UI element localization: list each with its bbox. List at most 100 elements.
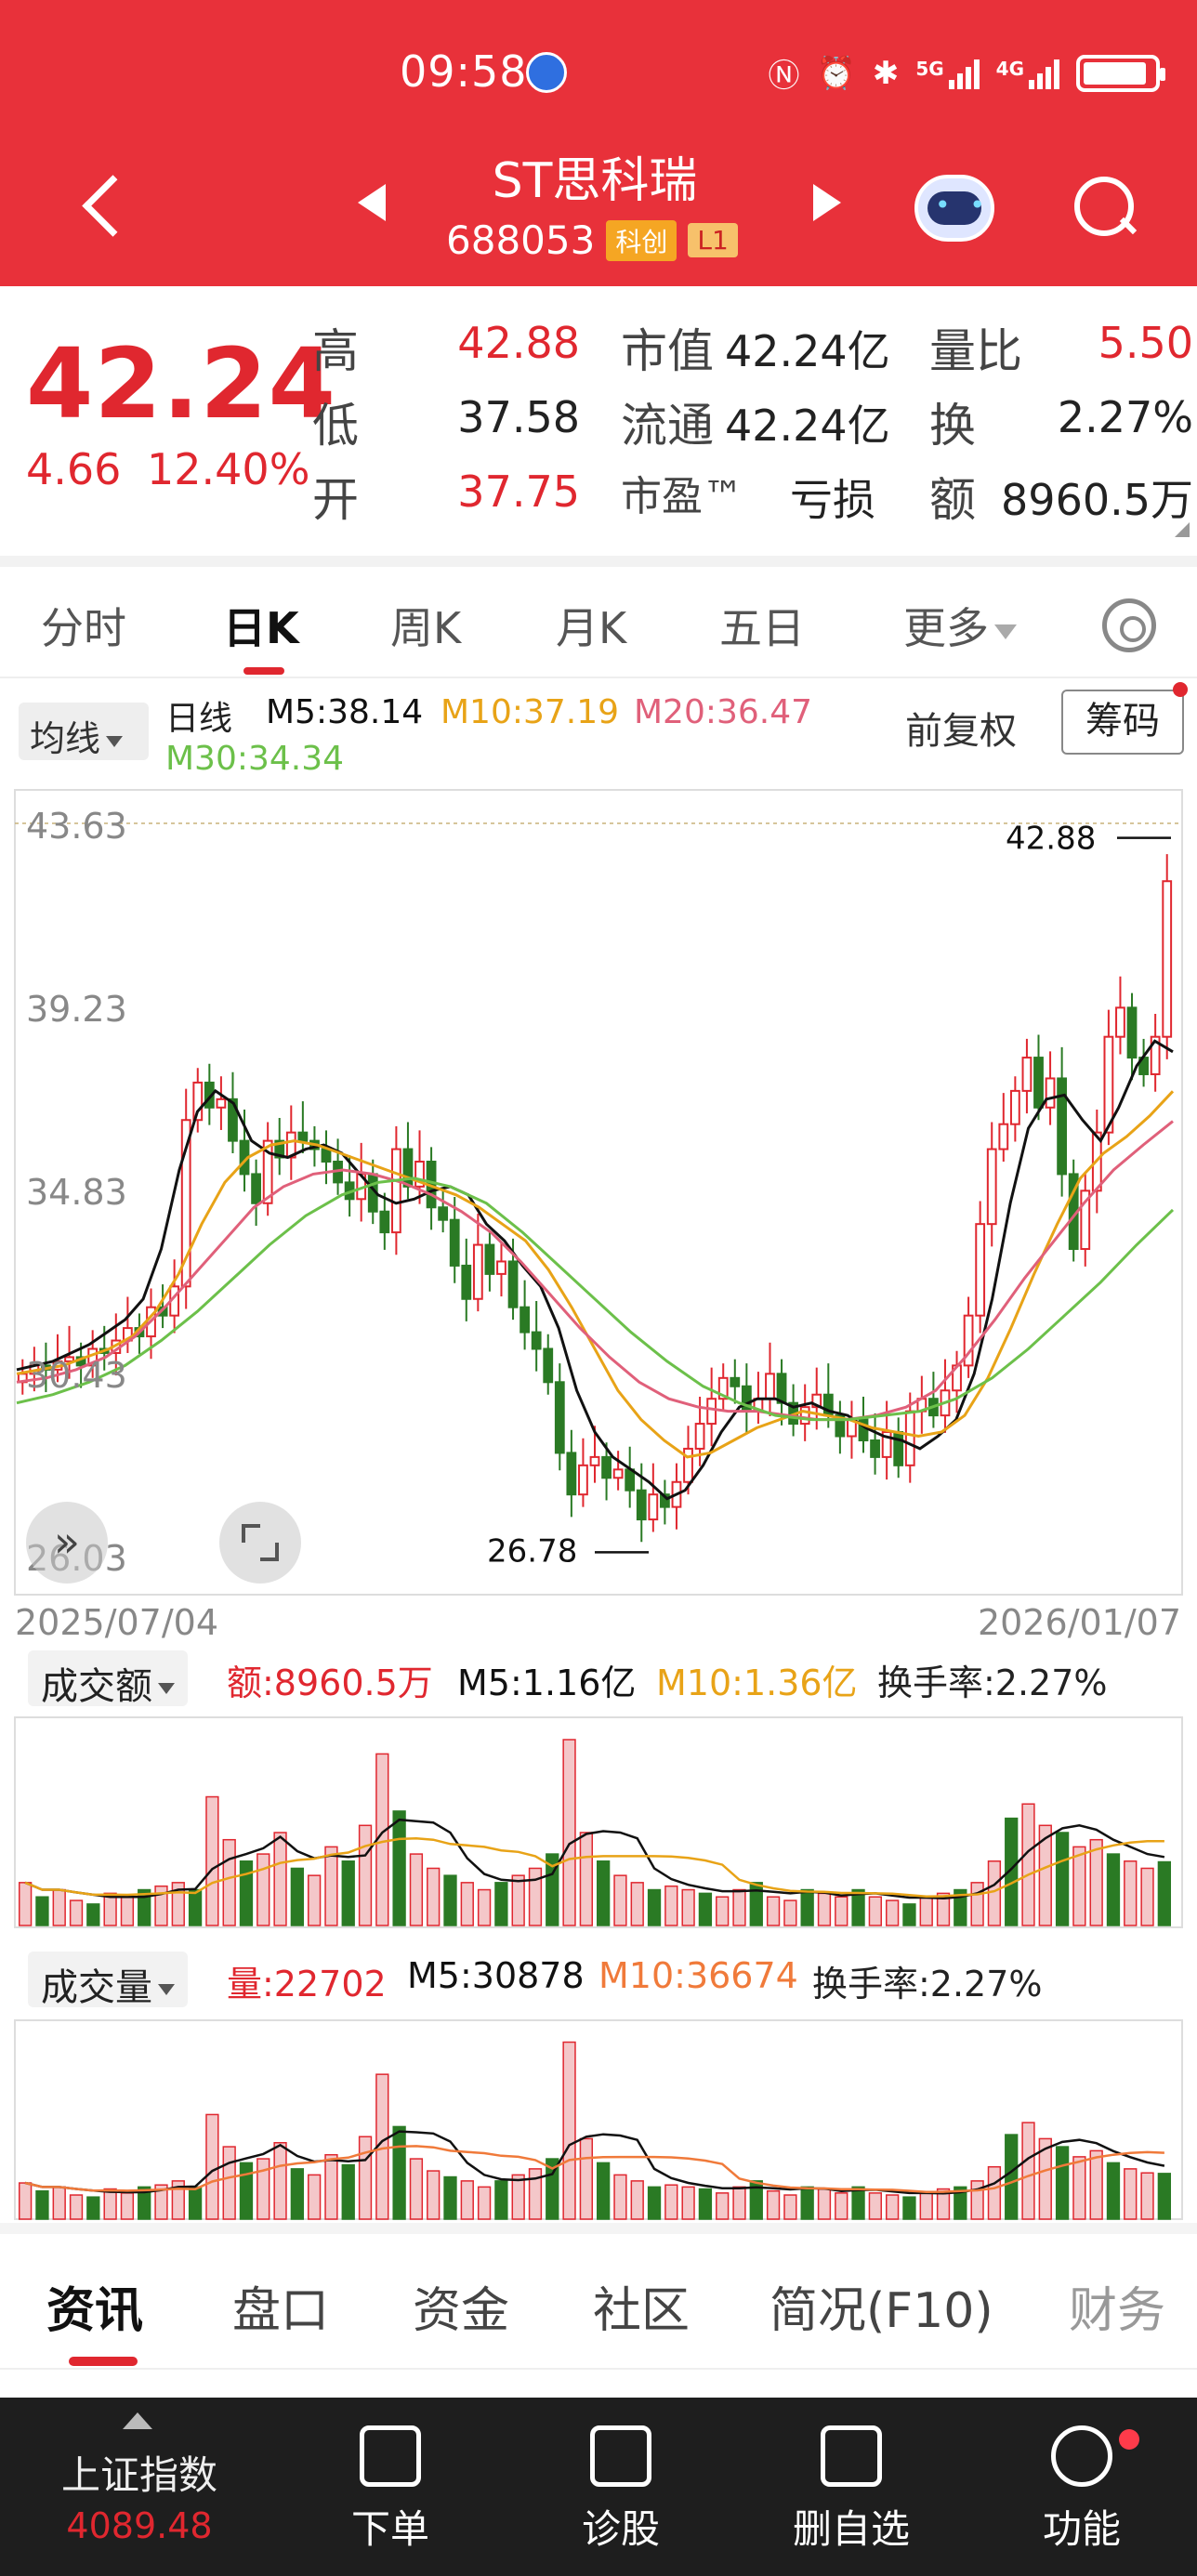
bluetooth-icon: ✱ [872, 54, 900, 92]
candle-body [216, 1097, 227, 1109]
volume-bar [835, 2192, 848, 2220]
candle-body [414, 1161, 425, 1188]
ma-selector-label: 均线 [30, 718, 101, 759]
remove-watchlist-label: 删自选 [792, 2506, 910, 2552]
open-value: 37.75 [457, 467, 580, 517]
y-tick-label: 34.83 [26, 1172, 127, 1213]
ma-selector[interactable]: 均线 [19, 703, 149, 760]
volume-bar [1021, 1803, 1035, 1926]
volume-bar [851, 1888, 865, 1926]
volume-bar [664, 1885, 678, 1926]
volume-value-label: 量:22702 [227, 1964, 387, 2004]
volume-bar [902, 1903, 916, 1926]
amount-selector-label: 成交额 [41, 1665, 152, 1708]
candle-body [694, 1423, 705, 1450]
diagnose-button[interactable]: 诊股 [546, 2425, 695, 2555]
candle-body [402, 1148, 414, 1188]
candle-body [765, 1373, 775, 1400]
vol-ratio-label: 量比 [929, 324, 1022, 378]
volume-bar [443, 1874, 457, 1926]
volume-bar [154, 2184, 168, 2220]
high-value: 42.88 [457, 318, 580, 368]
volume-indicator-selector[interactable]: 成交量 [28, 1952, 188, 2009]
volume-bar [783, 2194, 797, 2220]
price-adjust-toggle[interactable]: 前复权 [905, 710, 1017, 753]
candle-body [975, 1223, 986, 1317]
active-tab-indicator [69, 2357, 138, 2366]
index-value: 4089.48 [66, 2505, 213, 2546]
volume-bar [1106, 2162, 1121, 2220]
order-button[interactable]: 下单 [316, 2425, 465, 2555]
volume-bar [868, 2192, 883, 2220]
candle-body [1126, 1006, 1138, 1059]
candle-body [799, 1406, 810, 1426]
volume-bar [783, 1899, 797, 1926]
fullscreen-icon[interactable] [219, 1502, 301, 1584]
tab-fund-flow[interactable]: 资金 [413, 2283, 510, 2339]
volume-bar [35, 2189, 49, 2220]
mktcap-value: 42.24亿 [725, 326, 890, 376]
ai-assistant-robot-icon[interactable] [914, 175, 994, 242]
tab-news[interactable]: 资讯 [46, 2283, 144, 2339]
expand-left-icon[interactable]: » [26, 1502, 108, 1584]
ma-legend-row: 均线 日线 M5:38.14 M10:37.19 M20:36.47 M30:3… [0, 682, 1197, 784]
candle-body [1115, 1006, 1125, 1038]
volume-bar [138, 1888, 151, 1926]
candle-body [321, 1148, 332, 1163]
tab-weekly-k[interactable]: 周K [390, 603, 462, 653]
volume-bar-chart[interactable] [0, 2018, 1197, 2223]
tab-profile-f10[interactable]: 简况(F10) [770, 2283, 993, 2339]
volume-bar [290, 2168, 305, 2220]
next-stock-arrow-icon[interactable] [813, 184, 841, 221]
candle-body [1162, 880, 1173, 1038]
candle-body [438, 1206, 449, 1221]
search-icon[interactable] [1071, 173, 1136, 238]
volume-bar [477, 2186, 492, 2220]
tab-daily-k[interactable]: 日K [223, 603, 299, 653]
tab-monthly-k[interactable]: 月K [556, 603, 627, 653]
battery-charging-icon [1076, 54, 1165, 92]
volume-bar [681, 2186, 695, 2220]
tab-order-book[interactable]: 盘口 [232, 2283, 330, 2339]
remove-watchlist-button[interactable]: 删自选 [777, 2425, 926, 2555]
expand-corner-icon[interactable] [1175, 522, 1190, 537]
tab-financials[interactable]: 财务 [1069, 2283, 1166, 2339]
settings-icon[interactable] [1102, 598, 1156, 652]
diagnose-label: 诊股 [581, 2506, 660, 2552]
prev-stock-arrow-icon[interactable] [358, 184, 386, 221]
volume-bar [205, 1795, 219, 1926]
volume-m5: M5:30878 [407, 1955, 585, 1996]
volume-bar [1021, 2122, 1035, 2220]
chip-distribution-button[interactable]: 筹码 [1061, 690, 1184, 755]
volume-bar [511, 2174, 525, 2220]
amount-label: 额 [929, 473, 976, 527]
candle-body [998, 1123, 1009, 1150]
volume-turnover: 换手率:2.27% [812, 1964, 1043, 2004]
chart-end-date: 2026/01/07 [978, 1602, 1182, 1643]
amount-bar-chart[interactable] [0, 1715, 1197, 1929]
functions-button[interactable]: 功能 [1007, 2425, 1156, 2555]
functions-label: 功能 [1042, 2506, 1121, 2552]
volume-bar [1089, 1838, 1103, 1926]
bottom-toolbar: 上证指数 4089.48 下单 诊股 删自选 功能 [0, 2398, 1197, 2576]
tab-more[interactable]: 更多 [903, 595, 1017, 656]
volume-bar [716, 2192, 730, 2220]
volume-bar [1089, 2149, 1103, 2220]
back-button[interactable] [74, 167, 139, 242]
volume-bar [579, 2137, 594, 2220]
amount-indicator-selector[interactable]: 成交额 [28, 1650, 188, 1708]
tab-community[interactable]: 社区 [593, 2283, 691, 2339]
status-icons: Ⓝ ⏰ ✱ 5G 4G [768, 50, 1165, 96]
price-change-pct: 12.40% [147, 444, 310, 494]
candle-body [520, 1306, 531, 1334]
mktcap-label: 市值 [621, 324, 714, 378]
amount-turnover: 换手率:2.27% [877, 1663, 1108, 1703]
chevron-down-icon [994, 624, 1017, 639]
volume-bar [222, 1838, 236, 1926]
tab-intraday[interactable]: 分时 [41, 603, 126, 653]
m30-line [16, 1176, 1175, 1422]
volume-bar [630, 2180, 644, 2220]
tab-five-day[interactable]: 五日 [719, 603, 805, 653]
index-ticker[interactable]: 上证指数 4089.48 [0, 2398, 279, 2576]
